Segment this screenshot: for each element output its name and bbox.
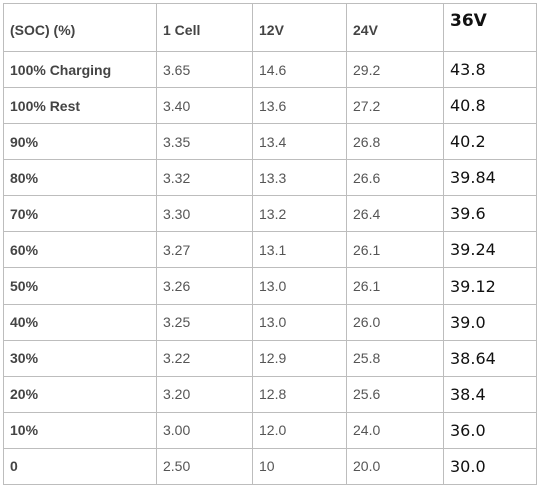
soc-cell: 30% [3, 339, 157, 377]
voltage-12v: 14.6 [252, 50, 347, 89]
voltage-36v: 39.12 [443, 267, 537, 305]
voltage-24v: 20.0 [346, 447, 444, 486]
table-row: 100% Charging 3.65 14.6 29.2 43.8 [3, 50, 537, 89]
voltage-24v: 26.6 [346, 159, 444, 197]
voltage-24v: 26.1 [346, 267, 444, 305]
voltage-24v: 26.0 [346, 303, 444, 341]
voltage-24v: 25.6 [346, 375, 444, 413]
voltage-24v: 26.4 [346, 195, 444, 233]
voltage-24v: 26.1 [346, 231, 444, 269]
voltage-12v: 12.8 [252, 375, 347, 413]
header-soc: (SOC) (%) [3, 3, 157, 52]
table-row: 40% 3.25 13.0 26.0 39.0 [3, 303, 537, 341]
soc-cell: 100% Rest [3, 87, 157, 125]
voltage-24v: 25.8 [346, 339, 444, 377]
voltage-36v: 40.8 [443, 87, 537, 125]
one-cell-voltage: 2.50 [156, 447, 253, 486]
voltage-36v: 38.4 [443, 375, 537, 413]
header-24v: 24V [346, 3, 444, 52]
one-cell-voltage: 3.32 [156, 159, 253, 197]
soc-cell: 70% [3, 195, 157, 233]
voltage-12v: 13.6 [252, 87, 347, 125]
voltage-12v: 13.0 [252, 267, 347, 305]
soc-cell: 100% Charging [3, 50, 157, 89]
voltage-12v: 13.1 [252, 231, 347, 269]
soc-cell: 80% [3, 159, 157, 197]
table-row: 30% 3.22 12.9 25.8 38.64 [3, 339, 537, 377]
soc-cell: 90% [3, 123, 157, 161]
voltage-12v: 12.0 [252, 411, 347, 449]
voltage-36v: 39.24 [443, 231, 537, 269]
voltage-24v: 27.2 [346, 87, 444, 125]
header-36v: 36V [443, 3, 537, 52]
voltage-36v: 30.0 [443, 447, 537, 486]
voltage-12v: 13.3 [252, 159, 347, 197]
one-cell-voltage: 3.30 [156, 195, 253, 233]
soc-cell: 0 [3, 447, 157, 486]
one-cell-voltage: 3.25 [156, 303, 253, 341]
one-cell-voltage: 3.27 [156, 231, 253, 269]
voltage-36v: 36.0 [443, 411, 537, 449]
one-cell-voltage: 3.65 [156, 50, 253, 89]
soc-cell: 40% [3, 303, 157, 341]
table-row: 70% 3.30 13.2 26.4 39.6 [3, 195, 537, 233]
one-cell-voltage: 3.22 [156, 339, 253, 377]
voltage-36v: 38.64 [443, 339, 537, 377]
header-12v: 12V [252, 3, 347, 52]
voltage-12v: 10 [252, 447, 347, 486]
voltage-12v: 13.0 [252, 303, 347, 341]
table-row: 10% 3.00 12.0 24.0 36.0 [3, 411, 537, 449]
voltage-36v: 40.2 [443, 123, 537, 161]
voltage-24v: 29.2 [346, 50, 444, 89]
voltage-12v: 13.2 [252, 195, 347, 233]
voltage-36v: 39.0 [443, 303, 537, 341]
table-row: 50% 3.26 13.0 26.1 39.12 [3, 267, 537, 305]
one-cell-voltage: 3.35 [156, 123, 253, 161]
soc-cell: 60% [3, 231, 157, 269]
voltage-36v: 39.6 [443, 195, 537, 233]
table-row: 0 2.50 10 20.0 30.0 [3, 447, 537, 486]
one-cell-voltage: 3.00 [156, 411, 253, 449]
voltage-12v: 13.4 [252, 123, 347, 161]
soc-cell: 20% [3, 375, 157, 413]
voltage-36v: 43.8 [443, 50, 537, 89]
soc-voltage-table: (SOC) (%) 1 Cell 12V 24V 36V 100% Chargi… [3, 3, 537, 486]
soc-cell: 50% [3, 267, 157, 305]
voltage-24v: 24.0 [346, 411, 444, 449]
header-1-cell: 1 Cell [156, 3, 253, 52]
table-body: 100% Charging 3.65 14.6 29.2 43.8 100% Rest 3.… [3, 50, 537, 486]
soc-cell: 10% [3, 411, 157, 449]
voltage-36v: 39.84 [443, 159, 537, 197]
voltage-12v: 12.9 [252, 339, 347, 377]
table-row: 60% 3.27 13.1 26.1 39.24 [3, 231, 537, 269]
table-row: 90% 3.35 13.4 26.8 40.2 [3, 123, 537, 161]
one-cell-voltage: 3.26 [156, 267, 253, 305]
one-cell-voltage: 3.20 [156, 375, 253, 413]
table-row: 20% 3.20 12.8 25.6 38.4 [3, 375, 537, 413]
one-cell-voltage: 3.40 [156, 87, 253, 125]
table-row: 100% Rest 3.40 13.6 27.2 40.8 [3, 87, 537, 125]
table-header-row: (SOC) (%) 1 Cell 12V 24V 36V [3, 3, 537, 52]
voltage-24v: 26.8 [346, 123, 444, 161]
table-row: 80% 3.32 13.3 26.6 39.84 [3, 159, 537, 197]
